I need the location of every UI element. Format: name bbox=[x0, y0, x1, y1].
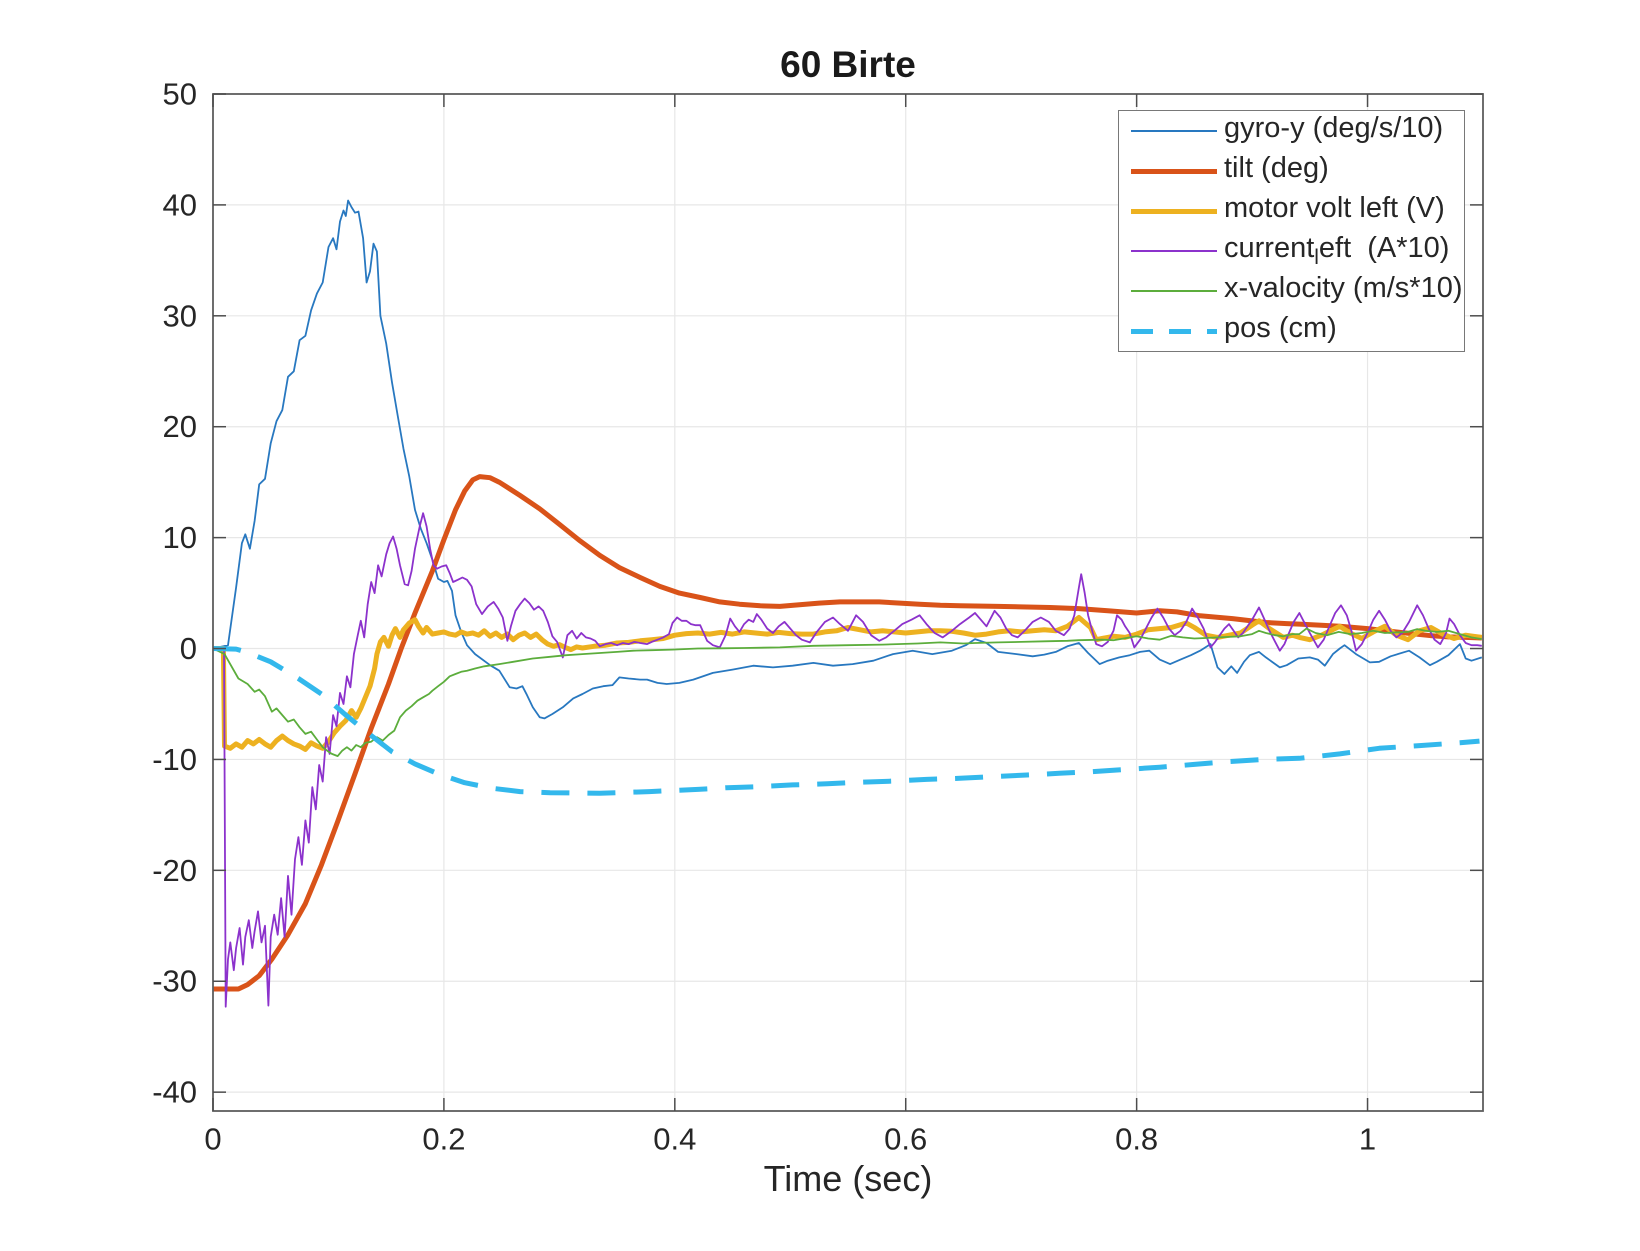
y-tick-label: -30 bbox=[152, 964, 197, 999]
y-tick-label: -40 bbox=[152, 1075, 197, 1110]
y-tick-label: -20 bbox=[152, 853, 197, 888]
legend-line-sample-gyro-y bbox=[1131, 130, 1217, 132]
legend-label-tilt: tilt (deg) bbox=[1224, 151, 1329, 184]
legend-label-pos: pos (cm) bbox=[1224, 311, 1337, 344]
x-tick-label: 0.6 bbox=[884, 1121, 927, 1156]
legend-line-sample-current-left bbox=[1131, 250, 1217, 252]
legend-label-current-left: currentleft (A*10) bbox=[1224, 231, 1450, 269]
x-tick-label: 0.8 bbox=[1115, 1121, 1158, 1156]
y-tick-label: 10 bbox=[163, 520, 197, 555]
legend-label-motor-volt-left: motor volt left (V) bbox=[1224, 191, 1445, 224]
legend-item-tilt: tilt (deg) bbox=[1119, 151, 1464, 191]
legend-item-x-valocity: x-valocity (m/s*10) bbox=[1119, 271, 1464, 311]
series-gyro-y-deg-s-10- bbox=[212, 199, 1483, 720]
y-tick-label: 20 bbox=[163, 409, 197, 444]
y-tick-label: -10 bbox=[152, 742, 197, 777]
legend-item-current-left: currentleft (A*10) bbox=[1119, 231, 1464, 271]
legend-label-x-valocity: x-valocity (m/s*10) bbox=[1224, 271, 1463, 304]
legend-line-sample-x-valocity bbox=[1131, 290, 1217, 292]
legend: gyro-y (deg/s/10) tilt (deg) motor volt … bbox=[1118, 110, 1465, 352]
y-tick-label: 30 bbox=[163, 298, 197, 333]
series-pos-cm- bbox=[212, 646, 1480, 796]
x-axis-label: Time (sec) bbox=[763, 1158, 933, 1199]
plot-frame bbox=[212, 93, 1484, 1112]
y-tick-label: 50 bbox=[163, 77, 197, 112]
y-tick-label: 40 bbox=[163, 187, 197, 222]
legend-label-gyro-y: gyro-y (deg/s/10) bbox=[1224, 111, 1444, 144]
series-tilt-deg- bbox=[213, 474, 1482, 992]
x-tick-label: 1 bbox=[1359, 1121, 1376, 1156]
chart-title: 60 Birte bbox=[780, 44, 916, 85]
series-motor-volt-left-v- bbox=[213, 615, 1483, 752]
x-tick-label: 0.2 bbox=[422, 1121, 465, 1156]
legend-line-sample-pos bbox=[1131, 328, 1217, 334]
legend-line-sample-motor-volt-left bbox=[1131, 208, 1217, 214]
x-tick-label: 0.4 bbox=[653, 1121, 696, 1156]
legend-item-motor-volt-left: motor volt left (V) bbox=[1119, 191, 1464, 231]
legend-line-sample-tilt bbox=[1131, 168, 1217, 174]
legend-item-pos: pos (cm) bbox=[1119, 311, 1464, 351]
series-x-valocity-m-s-10- bbox=[212, 627, 1482, 757]
series-current-left-a-10- bbox=[213, 512, 1482, 1008]
y-tick-label: 0 bbox=[180, 631, 197, 666]
legend-item-gyro-y: gyro-y (deg/s/10) bbox=[1119, 111, 1464, 151]
x-tick-label: 0 bbox=[204, 1121, 221, 1156]
